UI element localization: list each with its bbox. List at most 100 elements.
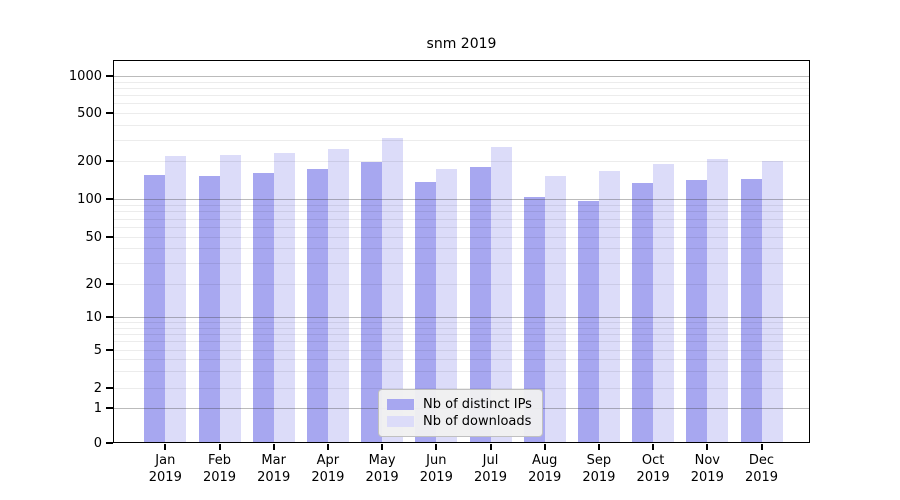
x-tick-label-sep: Sep 2019 xyxy=(582,453,616,485)
bar-sep-downloads xyxy=(598,171,620,443)
y-tick-mark-2 xyxy=(106,387,113,389)
x-tick-mark-may xyxy=(381,444,384,450)
legend: Nb of distinct IPs Nb of downloads xyxy=(378,389,543,437)
y-tick-mark-200 xyxy=(106,160,113,162)
x-tick-mark-oct xyxy=(652,444,655,450)
gridline-minor-80 xyxy=(113,211,810,213)
gridline-minor-70 xyxy=(113,218,810,220)
bar-aug-distinct-ips xyxy=(523,197,545,443)
bar-jul-downloads xyxy=(490,147,512,443)
y-tick-label-20: 20 xyxy=(85,277,102,292)
bar-jun-distinct-ips xyxy=(415,182,437,443)
bar-apr-downloads xyxy=(327,149,349,443)
gridline-minor-30 xyxy=(113,263,810,265)
x-tick-label-aug: Aug 2019 xyxy=(528,453,562,485)
chart-title: snm 2019 xyxy=(426,36,497,52)
y-tick-label-5: 5 xyxy=(93,343,102,358)
y-tick-label-2: 2 xyxy=(93,381,102,396)
bar-mar-distinct-ips xyxy=(252,172,274,443)
y-tick-label-1: 1 xyxy=(93,401,102,416)
gridline-minor-200 xyxy=(113,161,810,162)
legend-item-distinct-ips: Nb of distinct IPs xyxy=(387,396,532,413)
y-tick-mark-100 xyxy=(106,198,113,200)
x-tick-label-may: May 2019 xyxy=(365,453,399,485)
legend-label-distinct-ips: Nb of distinct IPs xyxy=(423,397,532,412)
y-tick-mark-1000 xyxy=(106,75,113,77)
bar-feb-downloads xyxy=(219,154,241,443)
gridline-major-100 xyxy=(113,199,810,200)
y-tick-label-1000: 1000 xyxy=(68,69,102,84)
bar-nov-distinct-ips xyxy=(686,179,708,443)
legend-item-downloads: Nb of downloads xyxy=(387,413,532,430)
y-tick-label-200: 200 xyxy=(77,154,102,169)
x-tick-mark-nov xyxy=(706,444,709,450)
gridline-minor-20 xyxy=(113,284,810,285)
gridline-minor-300 xyxy=(113,139,810,141)
x-tick-mark-dec xyxy=(760,444,763,450)
gridline-minor-9 xyxy=(113,322,810,324)
x-tick-label-oct: Oct 2019 xyxy=(636,453,670,485)
bar-jan-downloads xyxy=(165,155,187,443)
x-tick-label-jun: Jun 2019 xyxy=(419,453,453,485)
gridline-minor-400 xyxy=(113,124,810,126)
bar-jul-distinct-ips xyxy=(469,167,491,443)
x-tick-mark-sep xyxy=(597,444,600,450)
bars-layer xyxy=(113,60,810,443)
legend-swatch-downloads-icon xyxy=(387,416,414,427)
x-tick-mark-mar xyxy=(272,444,275,450)
bar-may-downloads xyxy=(382,137,404,443)
bar-oct-downloads xyxy=(653,163,675,443)
y-tick-label-500: 500 xyxy=(77,106,102,121)
x-tick-mark-aug xyxy=(543,444,546,450)
gridline-minor-900 xyxy=(113,81,810,83)
y-tick-mark-20 xyxy=(106,283,113,285)
legend-label-downloads: Nb of downloads xyxy=(423,414,532,429)
x-tick-mark-apr xyxy=(326,444,329,450)
x-tick-mark-feb xyxy=(218,444,221,450)
x-tick-label-jul: Jul 2019 xyxy=(473,453,508,485)
gridline-minor-500 xyxy=(113,113,810,114)
bar-feb-distinct-ips xyxy=(198,176,220,443)
bar-nov-downloads xyxy=(707,159,729,443)
x-tick-label-apr: Apr 2019 xyxy=(311,453,345,485)
x-tick-label-nov: Nov 2019 xyxy=(690,453,724,485)
y-tick-mark-5 xyxy=(106,349,113,351)
gridline-major-10 xyxy=(113,317,810,318)
gridline-minor-5 xyxy=(113,350,810,351)
legend-swatch-distinct-ips-icon xyxy=(387,399,414,410)
bar-may-distinct-ips xyxy=(361,162,383,443)
x-tick-label-mar: Mar 2019 xyxy=(257,453,291,485)
y-tick-label-10: 10 xyxy=(85,310,102,325)
bar-apr-distinct-ips xyxy=(306,168,328,443)
gridline-minor-8 xyxy=(113,327,810,329)
gridline-minor-3 xyxy=(113,371,810,373)
gridline-minor-700 xyxy=(113,95,810,97)
gridline-minor-60 xyxy=(113,227,810,228)
y-tick-mark-500 xyxy=(106,112,113,114)
plot-area: Nb of distinct IPs Nb of downloads xyxy=(113,60,810,443)
y-tick-label-100: 100 xyxy=(77,192,102,207)
x-tick-mark-jul xyxy=(489,444,492,450)
bar-jun-downloads xyxy=(436,168,458,443)
y-tick-mark-50 xyxy=(106,236,113,238)
x-tick-label-jan: Jan 2019 xyxy=(148,453,182,485)
gridline-minor-7 xyxy=(113,333,810,335)
gridline-minor-4 xyxy=(113,359,810,361)
gridline-minor-40 xyxy=(113,248,810,250)
bar-sep-distinct-ips xyxy=(577,200,599,443)
bar-mar-downloads xyxy=(273,153,295,443)
x-tick-mark-jan xyxy=(164,444,167,450)
gridline-minor-50 xyxy=(113,237,810,238)
y-tick-label-0: 0 xyxy=(93,436,102,451)
gridline-minor-6 xyxy=(113,341,810,343)
gridline-minor-90 xyxy=(113,204,810,206)
gridline-minor-600 xyxy=(113,103,810,105)
x-tick-mark-jun xyxy=(435,444,438,450)
bar-jan-distinct-ips xyxy=(144,175,166,443)
y-tick-mark-1 xyxy=(106,407,113,409)
gridline-major-1000 xyxy=(113,76,810,77)
bar-dec-distinct-ips xyxy=(740,178,762,443)
gridline-minor-800 xyxy=(113,87,810,89)
x-tick-label-feb: Feb 2019 xyxy=(202,453,237,485)
